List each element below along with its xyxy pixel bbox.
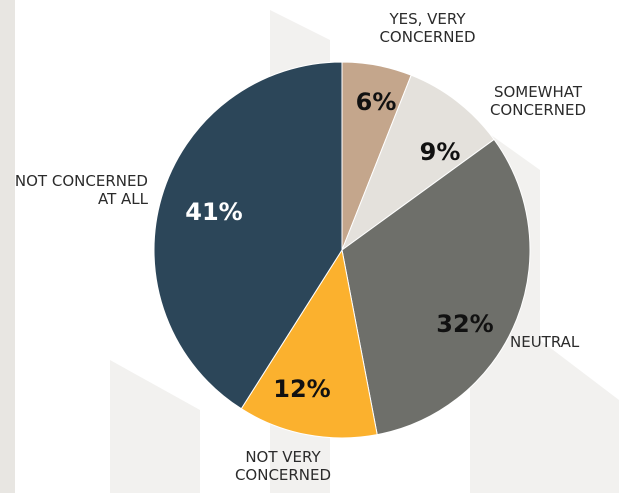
backdrop <box>540 340 619 493</box>
pie-slice <box>240 248 378 439</box>
value-label: 12% <box>273 375 330 403</box>
category-label: NEUTRAL <box>510 333 580 351</box>
value-label: 6% <box>356 88 397 116</box>
pie-slice <box>153 61 343 410</box>
value-label: 9% <box>420 138 461 166</box>
pie-slice <box>340 74 495 252</box>
value-label: 32% <box>436 310 493 338</box>
category-label: SOMEWHAT CONCERNED <box>489 83 587 119</box>
category-label: NOT CONCERNED AT ALL <box>14 172 148 208</box>
category-label: NOT VERY CONCERNED <box>234 448 332 484</box>
side-strip <box>0 0 15 493</box>
value-label: 41% <box>185 198 242 226</box>
pie-slice <box>341 138 531 436</box>
backdrop <box>110 360 200 493</box>
category-label: YES, VERY CONCERNED <box>379 10 476 46</box>
